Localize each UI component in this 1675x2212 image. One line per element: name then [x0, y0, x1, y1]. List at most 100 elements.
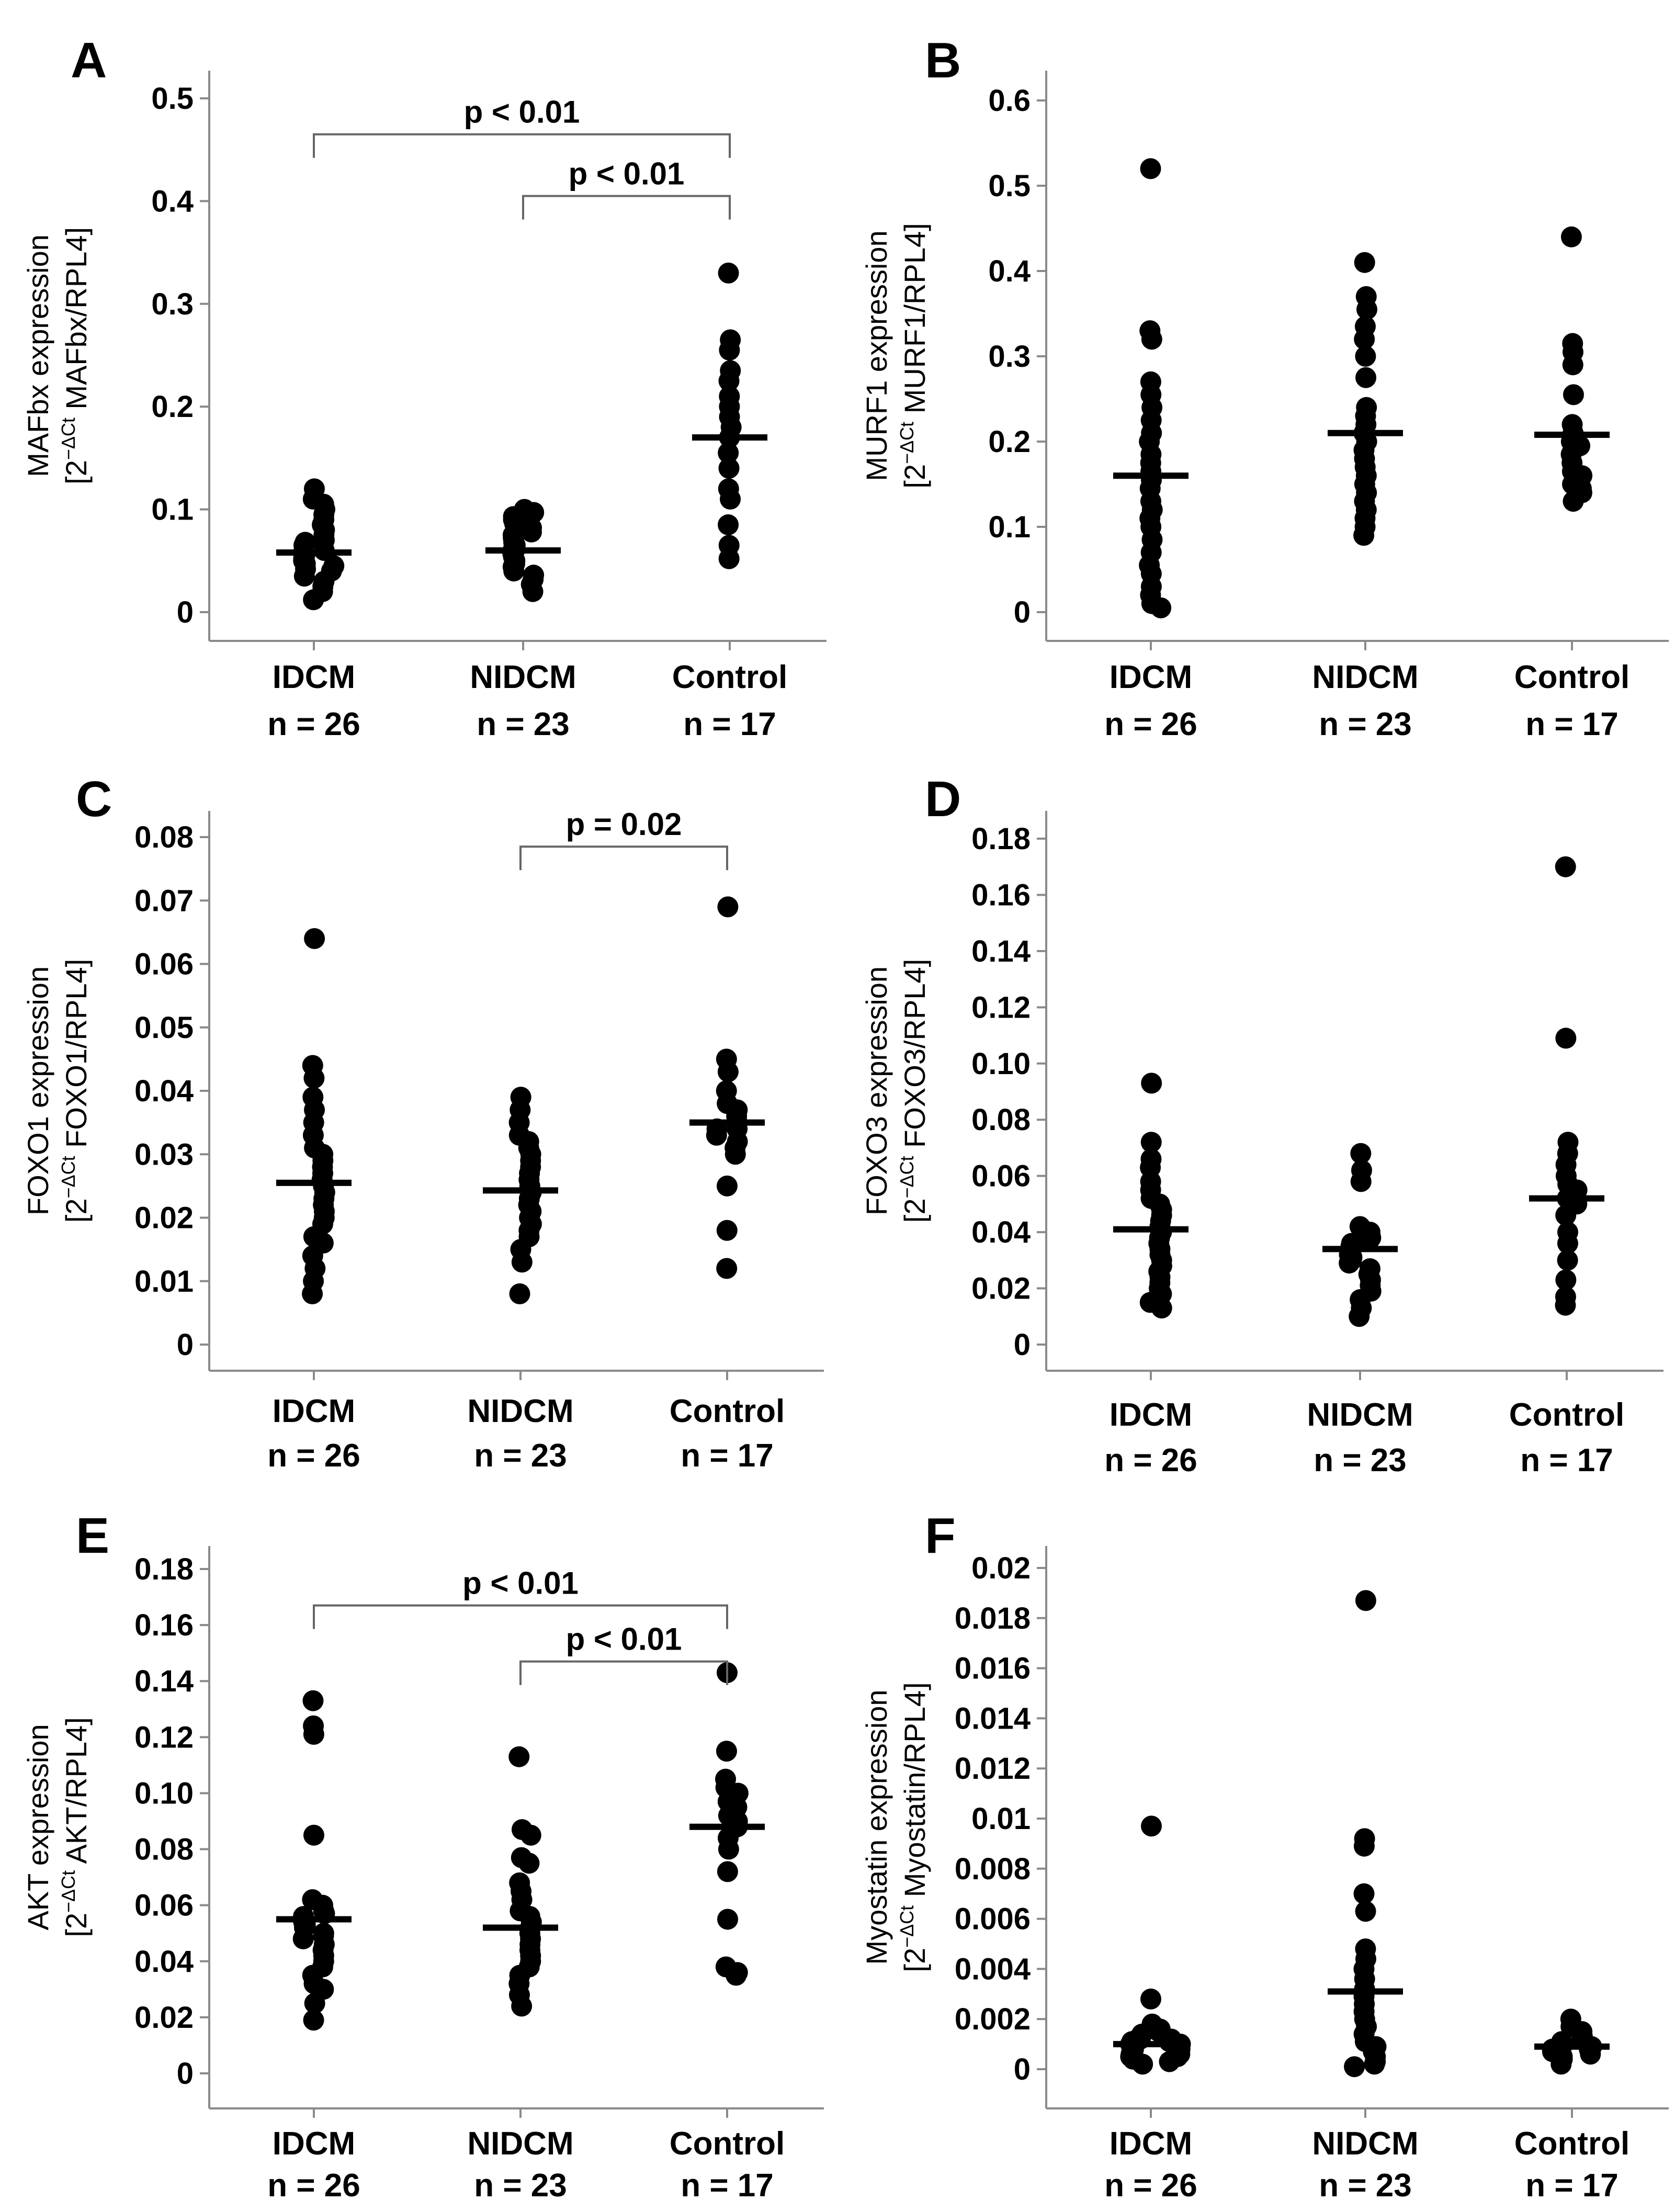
y-axis-label-line2: [2−ΔCt FOXO3/RPL4] [896, 959, 931, 1223]
x-category-label: Control [1514, 2126, 1629, 2162]
x-category-n-label: n = 26 [1104, 2168, 1197, 2204]
data-point [706, 1124, 727, 1146]
data-point [1141, 1815, 1162, 1837]
x-category-n-label: n = 26 [1104, 1442, 1197, 1479]
chart-panel-a: A 0 0.1 0.2 0.3 0.4 0.5 IDCM n = 26 NIDCM n = 23 Co… [21, 32, 827, 742]
x-category-label: IDCM [273, 1393, 355, 1429]
y-tick-label: 0.04 [971, 1215, 1031, 1249]
data-point [1344, 2056, 1365, 2078]
x-category-n-label: n = 23 [474, 2168, 567, 2204]
y-tick-label: 0 [1014, 595, 1031, 629]
data-point [1563, 384, 1584, 405]
y-tick-label: 0.6 [988, 84, 1031, 118]
y-tick-label: 0.01 [134, 1265, 194, 1299]
y-tick-label: 0.06 [971, 1159, 1031, 1193]
x-category-n-label: n = 17 [1525, 2168, 1619, 2204]
y-axis-label-prefix: [2 [898, 1948, 931, 1972]
y-tick-label: 0.04 [134, 1945, 194, 1979]
data-point [523, 502, 545, 523]
x-category-n-label: n = 17 [681, 2168, 774, 2204]
data-point [718, 262, 739, 284]
y-axis-label-prefix: [2 [60, 460, 93, 484]
chart-panel-d: D 0 0.02 0.04 0.06 0.08 0.10 0.12 0.14 0.16 0.18 ID… [860, 771, 1663, 1479]
y-tick-label: 0.08 [134, 820, 194, 854]
x-category-label: Control [670, 2126, 785, 2162]
y-tick-label: 0.10 [134, 1776, 194, 1810]
x-category-label: IDCM [1110, 1397, 1192, 1433]
data-point [1349, 1306, 1370, 1327]
y-axis-label-prefix: [2 [898, 464, 931, 489]
chart-panel-c: C 0 0.01 0.02 0.03 0.04 0.05 0.06 0.07 0.08 IDCM n … [21, 771, 824, 1474]
data-point [509, 1283, 530, 1304]
y-tick-label: 0.03 [134, 1137, 194, 1171]
data-point [292, 1928, 314, 1949]
y-axis-label-line1: FOXO1 expression [21, 966, 54, 1215]
y-tick-label: 0.002 [955, 2002, 1031, 2036]
significance-bracket [519, 1660, 728, 1685]
y-axis-label-suffix: FOXO1/RPL4] [60, 959, 93, 1156]
x-category-n-label: n = 23 [474, 1438, 567, 1474]
y-axis-label-suffix: Myostatin/RPL4] [898, 1682, 931, 1905]
y-tick-label: 0.4 [151, 184, 194, 218]
significance-label: p = 0.02 [566, 807, 682, 842]
data-point [719, 340, 740, 361]
x-category-label: Control [672, 659, 787, 695]
data-point [511, 1251, 533, 1273]
y-tick-label: 0.18 [971, 822, 1031, 856]
y-tick-label: 0.06 [134, 1889, 194, 1923]
y-tick-label: 0.02 [134, 2001, 194, 2035]
x-category-label: NIDCM [467, 2126, 573, 2162]
panel-letter: B [925, 32, 961, 88]
significance-label: p < 0.01 [462, 1566, 579, 1601]
y-axis-label-line2: [2−ΔCt MURF1/RPL4] [896, 223, 931, 488]
x-category-label: NIDCM [1307, 1397, 1413, 1433]
panel-letter: F [925, 1508, 956, 1564]
x-category-n-label: n = 23 [1319, 2168, 1412, 2204]
data-point [726, 1965, 747, 1986]
y-axis-label-prefix: [2 [898, 1198, 931, 1223]
data-point [1353, 525, 1375, 546]
data-point [718, 458, 740, 479]
data-point [1557, 1249, 1578, 1271]
data-point [1563, 491, 1584, 512]
significance-label: p < 0.01 [569, 156, 685, 191]
y-tick-label: 0.05 [134, 1011, 194, 1045]
data-point [1141, 1073, 1162, 1094]
y-tick-label: 0 [177, 595, 194, 629]
y-tick-label: 0.02 [134, 1201, 194, 1235]
y-axis-label-suffix: MURF1/RPL4] [898, 223, 931, 422]
y-tick-label: 0.014 [955, 1701, 1031, 1735]
x-category-label: NIDCM [467, 1393, 573, 1429]
y-tick-label: 0.14 [971, 934, 1031, 968]
x-category-n-label: n = 23 [1314, 1442, 1407, 1479]
data-point [520, 1824, 541, 1846]
data-point [716, 1741, 737, 1762]
significance-bracket [313, 133, 731, 158]
y-axis-label-superscript: −ΔCt [58, 417, 79, 460]
data-point [718, 1838, 739, 1860]
data-point [503, 560, 525, 582]
y-tick-label: 0.01 [971, 1802, 1031, 1836]
data-point [1141, 329, 1162, 350]
x-category-label: Control [670, 1393, 785, 1429]
data-point [1550, 2053, 1572, 2075]
x-category-n-label: n = 26 [267, 2168, 360, 2204]
data-point [303, 1824, 324, 1846]
y-axis-label-line1: AKT expression [21, 1724, 54, 1930]
y-tick-label: 0.4 [988, 254, 1031, 288]
x-category-label: Control [1514, 659, 1629, 695]
x-category-label: IDCM [1110, 2126, 1192, 2162]
data-point [725, 1144, 746, 1165]
data-point [518, 1853, 540, 1874]
y-axis-label-superscript: −ΔCt [58, 1156, 79, 1198]
data-point [508, 1746, 530, 1767]
y-tick-label: 0.5 [988, 169, 1031, 203]
x-category-label: NIDCM [470, 659, 576, 695]
y-tick-label: 0.12 [971, 990, 1031, 1024]
y-tick-label: 0.012 [955, 1752, 1031, 1786]
data-point [718, 370, 740, 392]
y-axis-label-suffix: FOXO3/RPL4] [898, 959, 931, 1156]
chart-panel-f: F 0 0.002 0.004 0.006 0.008 0.01 0.012 0.014 0.01… [860, 1508, 1669, 2204]
x-category-n-label: n = 17 [1520, 1442, 1613, 1479]
